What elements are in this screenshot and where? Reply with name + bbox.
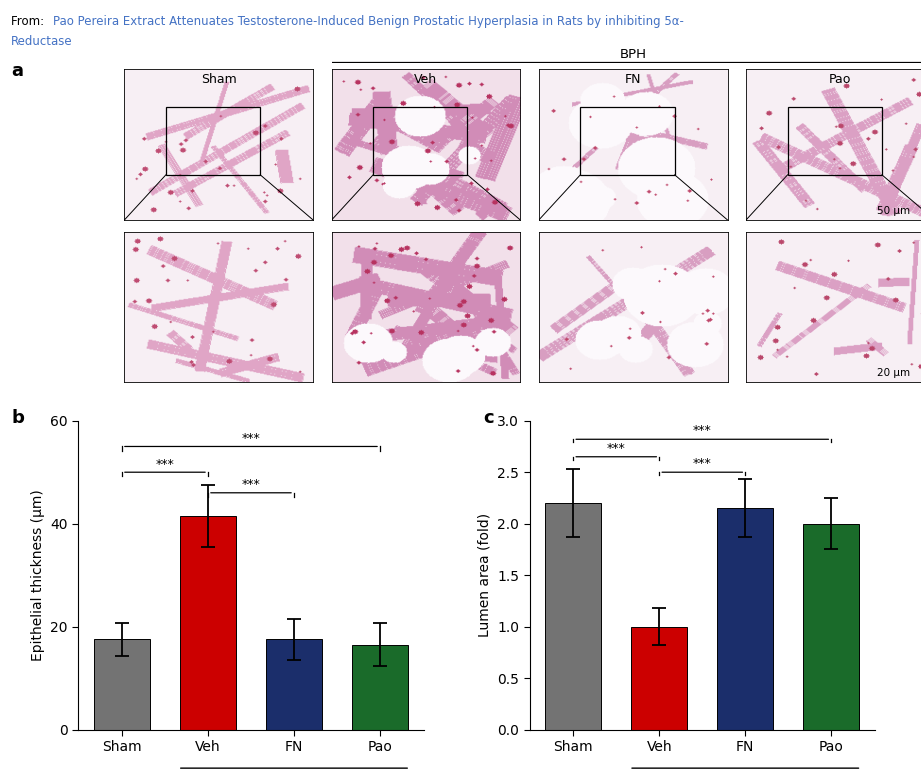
Text: a: a xyxy=(11,62,23,80)
Bar xyxy=(803,523,859,730)
Bar xyxy=(545,503,601,730)
Text: c: c xyxy=(484,409,495,427)
Text: From:: From: xyxy=(11,15,48,29)
Text: ***: *** xyxy=(693,457,712,470)
Bar xyxy=(787,107,882,174)
Bar xyxy=(180,516,236,730)
Text: Veh: Veh xyxy=(414,73,437,86)
Bar xyxy=(631,627,687,730)
Bar xyxy=(266,639,322,730)
Bar xyxy=(717,508,774,730)
Bar xyxy=(580,107,675,174)
Bar xyxy=(166,107,261,174)
Text: b: b xyxy=(11,409,24,427)
Y-axis label: Lumen area (fold): Lumen area (fold) xyxy=(478,513,492,637)
Text: 20 μm: 20 μm xyxy=(877,368,910,378)
Text: Pao: Pao xyxy=(829,73,852,86)
Bar xyxy=(352,645,408,730)
Text: BPH: BPH xyxy=(620,48,647,61)
Text: Reductase: Reductase xyxy=(11,35,73,48)
Text: Pao Pereira Extract Attenuates Testosterone-Induced Benign Prostatic Hyperplasia: Pao Pereira Extract Attenuates Testoster… xyxy=(53,15,684,29)
Text: ***: *** xyxy=(241,478,261,491)
Text: 50 μm: 50 μm xyxy=(877,206,910,216)
Text: Sham: Sham xyxy=(201,73,237,86)
Text: ***: *** xyxy=(607,442,625,455)
Text: ***: *** xyxy=(241,432,261,445)
Text: ***: *** xyxy=(156,458,174,471)
Text: FN: FN xyxy=(625,73,641,86)
Y-axis label: Epithelial thickness (μm): Epithelial thickness (μm) xyxy=(30,489,45,661)
Text: ***: *** xyxy=(693,424,712,437)
Bar xyxy=(94,639,150,730)
Bar xyxy=(373,107,468,174)
